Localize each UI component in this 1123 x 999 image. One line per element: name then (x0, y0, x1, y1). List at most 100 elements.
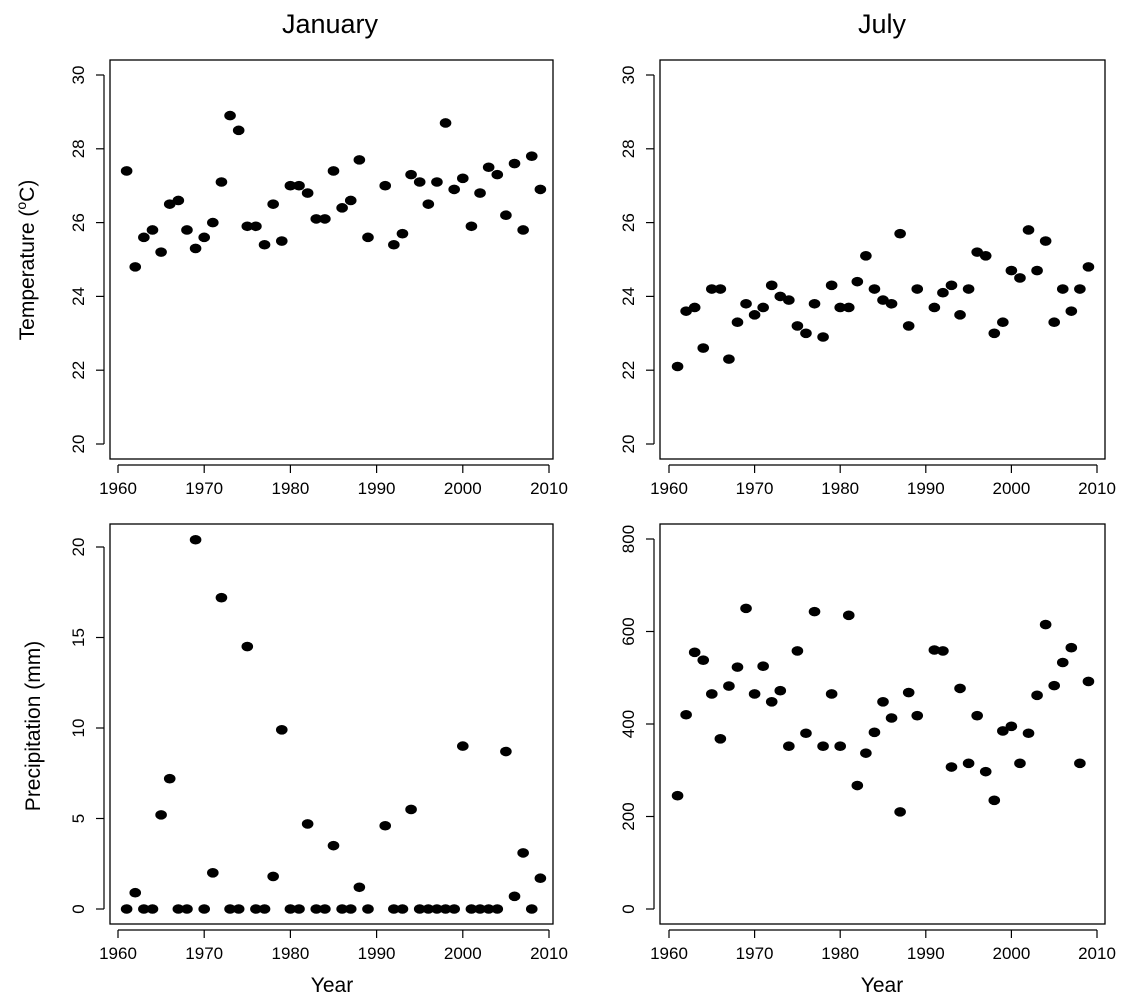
x-tick-label: 1990 (358, 479, 396, 498)
y-tick-label: 800 (619, 525, 638, 553)
data-point (731, 662, 744, 672)
x-tick-label: 1990 (907, 479, 945, 498)
plot-frame (109, 59, 554, 460)
data-point (422, 199, 435, 209)
data-point (714, 734, 727, 744)
x-tick-label: 1980 (821, 944, 859, 963)
x-tick-label: 2010 (1078, 944, 1116, 963)
y-tick-label: 24 (619, 287, 638, 306)
x-tick-label: 1980 (821, 479, 859, 498)
data-point (911, 710, 924, 721)
data-point (979, 251, 992, 261)
data-point (500, 746, 512, 757)
data-point (1014, 273, 1026, 283)
data-point (860, 748, 872, 758)
data-point (344, 904, 357, 914)
data-point (774, 685, 787, 696)
data-point (1031, 265, 1043, 276)
x-tick-label: 1960 (650, 944, 688, 963)
data-point (1048, 680, 1060, 691)
data-point (791, 646, 804, 656)
data-point (808, 298, 821, 309)
y-tick-label: 22 (619, 361, 638, 380)
x-tick-label: 1970 (185, 944, 223, 963)
data-point (284, 904, 297, 914)
data-point (465, 221, 478, 232)
data-point (928, 645, 941, 655)
data-point (757, 302, 769, 313)
data-point (945, 280, 958, 291)
data-point (962, 284, 975, 294)
ylabel-temperature: Temperature (oC) (13, 180, 39, 341)
panel-january-temperature: 1960 1970 1980 1990 2000 2010 20 22 24 26 28 30 (69, 59, 568, 498)
ylabel-precipitation: Precipitation (mm) (22, 641, 45, 811)
y-tick-label: 28 (619, 139, 638, 158)
data-point (491, 169, 504, 180)
ylabel-temperature-prefix: Temperature ( (16, 210, 39, 341)
data-point (1056, 284, 1069, 294)
data-point (396, 228, 409, 239)
data-point (241, 641, 254, 652)
data-point (396, 904, 409, 914)
data-point (181, 225, 193, 235)
data-point (422, 904, 435, 914)
data-point (1082, 676, 1095, 687)
data-point (138, 904, 150, 914)
y-tick-label: 28 (69, 139, 88, 158)
data-point (825, 689, 838, 699)
data-point (1074, 284, 1086, 294)
data-point (817, 741, 829, 751)
data-point (457, 173, 469, 184)
data-point (894, 228, 906, 239)
data-point (834, 302, 846, 313)
data-point (808, 606, 821, 617)
data-point (688, 647, 701, 658)
data-point (431, 177, 443, 187)
data-point (163, 199, 176, 209)
data-point (491, 904, 504, 914)
data-point (310, 214, 323, 224)
data-point (997, 726, 1009, 736)
column-title-july: July (858, 9, 907, 39)
data-point (1031, 690, 1043, 701)
x-tick-label: 2000 (992, 944, 1030, 963)
data-point (706, 689, 718, 699)
data-point (902, 687, 915, 698)
data-point (146, 904, 159, 914)
data-point (250, 221, 262, 232)
y-tick-label: 24 (69, 287, 88, 306)
y-tick-label: 15 (69, 628, 88, 647)
data-point (851, 276, 864, 287)
data-point (842, 302, 855, 313)
data-point (155, 810, 167, 820)
y-tick-label: 0 (69, 904, 88, 913)
data-point (534, 873, 547, 884)
data-point (937, 287, 949, 298)
data-point (1065, 306, 1078, 316)
data-point (517, 848, 529, 858)
data-point (894, 807, 906, 817)
data-point (120, 166, 133, 176)
data-point (138, 232, 150, 243)
x-tick-label: 2000 (992, 479, 1030, 498)
y-tick-label: 0 (619, 904, 638, 913)
x-tick-label: 2010 (530, 479, 568, 498)
data-point (362, 904, 374, 914)
data-point (954, 683, 966, 694)
y-tick-label: 10 (69, 719, 88, 738)
data-point (336, 904, 348, 914)
data-point (215, 177, 228, 187)
y-tick-label: 200 (619, 802, 638, 830)
data-point (284, 180, 297, 191)
data-point (474, 188, 486, 198)
data-point (431, 904, 443, 914)
data-point (765, 280, 778, 291)
data-point (232, 125, 245, 136)
y-tick-label: 30 (619, 66, 638, 85)
data-point (275, 236, 288, 246)
data-point (258, 239, 271, 250)
data-point (902, 321, 915, 331)
x-tick-label: 1970 (736, 944, 774, 963)
data-point (267, 871, 279, 882)
